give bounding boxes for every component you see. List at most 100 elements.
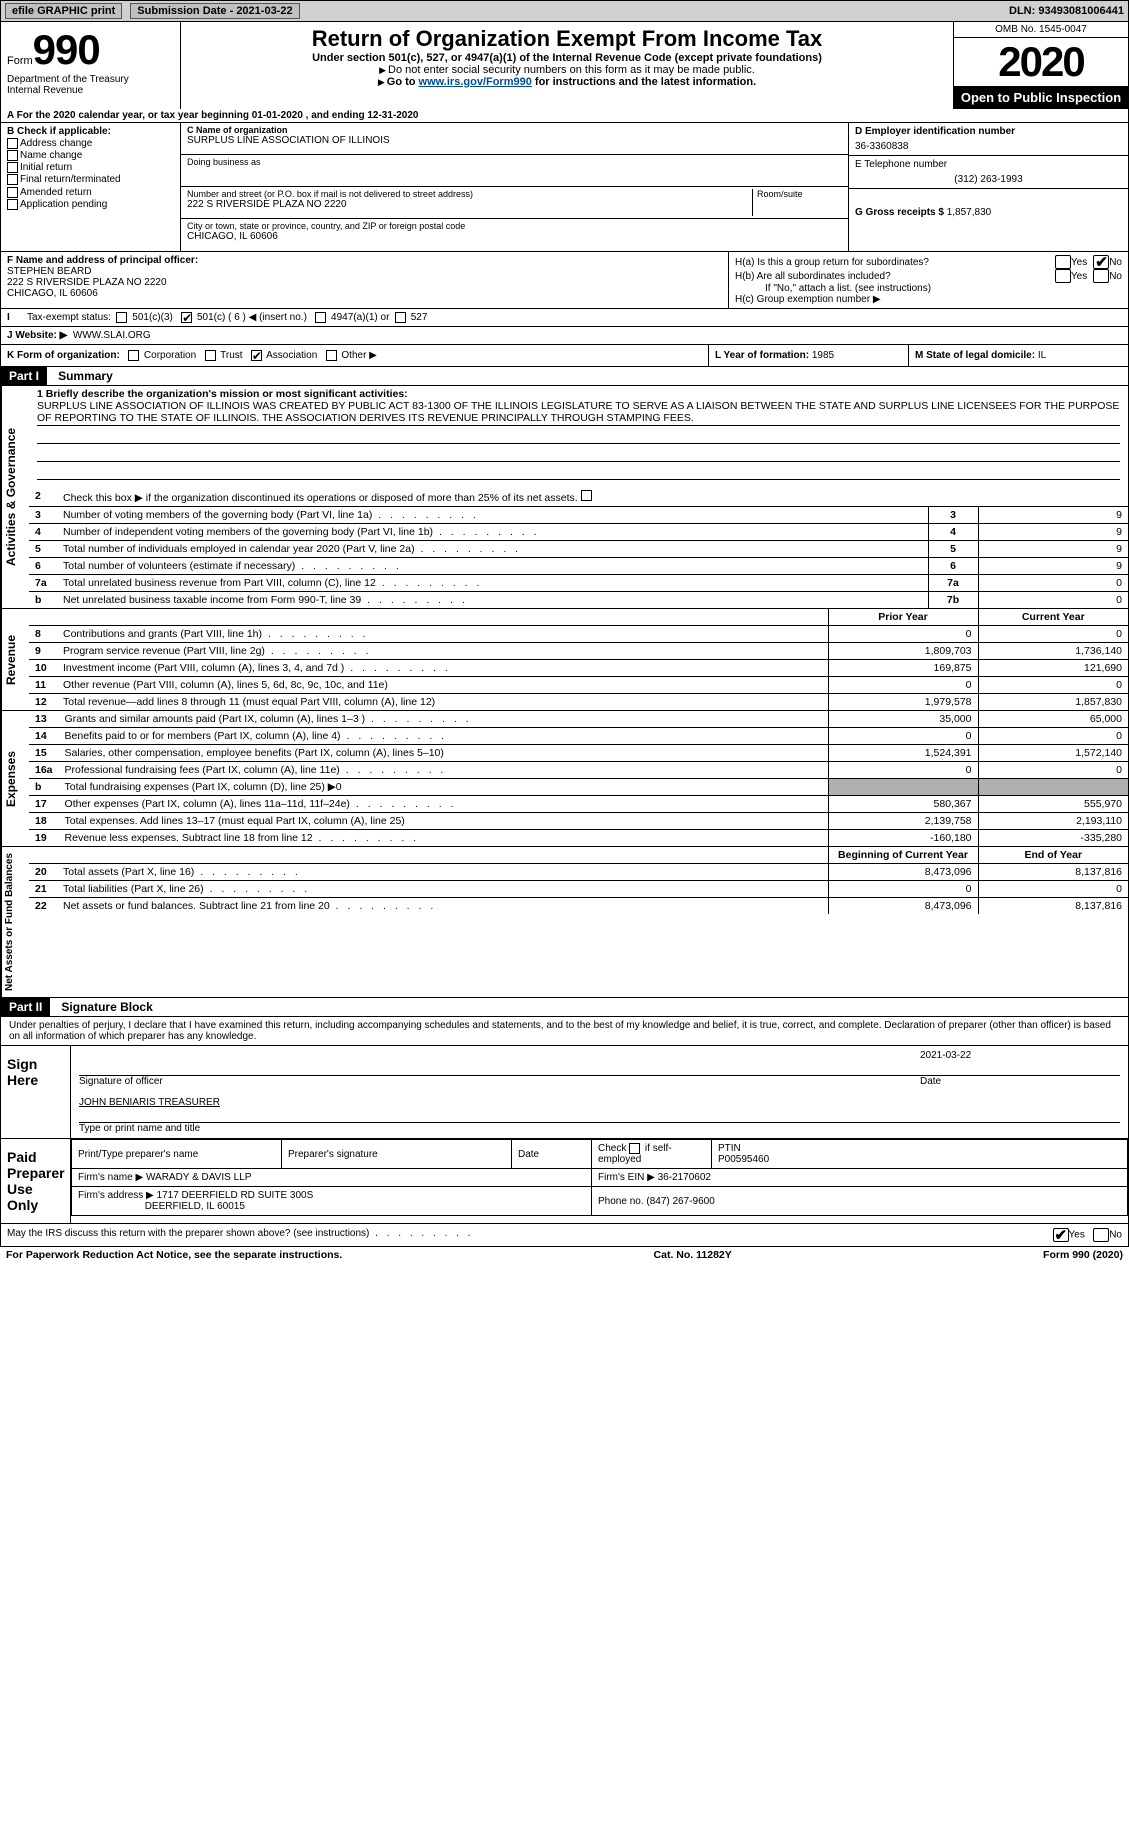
- section-revenue: Revenue Prior YearCurrent Year 8Contribu…: [0, 609, 1129, 711]
- sig-date: 2021-03-22: [920, 1050, 1120, 1061]
- c21: 0: [978, 881, 1128, 898]
- tax-year: 2020: [954, 38, 1128, 86]
- ptin-label: PTIN: [718, 1143, 741, 1154]
- lbl-name-change: Name change: [20, 150, 82, 161]
- hb-no-cb[interactable]: [1093, 269, 1109, 283]
- prep-sig-hdr: Preparer's signature: [282, 1140, 512, 1169]
- line19: Revenue less expenses. Subtract line 18 …: [65, 832, 420, 844]
- cb-initial-return[interactable]: [7, 162, 18, 173]
- open-inspection: Open to Public Inspection: [954, 86, 1128, 109]
- dln-label: DLN: 93493081006441: [1009, 5, 1124, 17]
- cb-name-change[interactable]: [7, 150, 18, 161]
- p21: 0: [828, 881, 978, 898]
- cb-self-employed[interactable]: [629, 1143, 640, 1154]
- hdr-begin: Beginning of Current Year: [828, 847, 978, 864]
- line9: Program service revenue (Part VIII, line…: [63, 645, 371, 657]
- cat-no: Cat. No. 11282Y: [654, 1249, 732, 1261]
- lbl-initial-return: Initial return: [20, 162, 72, 173]
- val4: 9: [978, 524, 1128, 541]
- c16a: 0: [978, 762, 1128, 779]
- prep-date-hdr: Date: [512, 1140, 592, 1169]
- lbl-assoc: Association: [266, 350, 317, 361]
- submission-date-button[interactable]: Submission Date - 2021-03-22: [130, 3, 299, 19]
- line22: Net assets or fund balances. Subtract li…: [63, 900, 436, 912]
- line17: Other expenses (Part IX, column (A), lin…: [65, 798, 457, 810]
- sig-date-label: Date: [920, 1076, 1120, 1087]
- lbl-final-return: Final return/terminated: [20, 175, 121, 186]
- hb-no: No: [1109, 271, 1122, 282]
- c9: 1,736,140: [978, 643, 1128, 660]
- val7b: 0: [978, 592, 1128, 609]
- p10: 169,875: [828, 660, 978, 677]
- discuss-no: No: [1109, 1230, 1122, 1241]
- hdr-prior: Prior Year: [828, 609, 978, 626]
- cb-amended[interactable]: [7, 187, 18, 198]
- i-label: Tax-exempt status:: [27, 312, 111, 323]
- c-name-label: C Name of organization: [187, 125, 288, 135]
- c20: 8,137,816: [978, 864, 1128, 881]
- identity-grid: B Check if applicable: Address change Na…: [0, 123, 1129, 252]
- lbl-4947: 4947(a)(1) or: [331, 312, 389, 323]
- discuss-yes-cb[interactable]: [1053, 1228, 1069, 1242]
- j-label: J Website: ▶: [7, 330, 67, 341]
- cb-pending[interactable]: [7, 199, 18, 210]
- cb-assoc[interactable]: [251, 350, 262, 361]
- row-f-h: F Name and address of principal officer:…: [0, 252, 1129, 309]
- sig-intro: Under penalties of perjury, I declare th…: [1, 1017, 1128, 1045]
- p20: 8,473,096: [828, 864, 978, 881]
- c13: 65,000: [978, 711, 1128, 728]
- ein-value: 36-3360838: [855, 137, 1122, 152]
- firm-addr2: DEERFIELD, IL 60015: [145, 1201, 245, 1212]
- prep-name-hdr: Print/Type preparer's name: [72, 1140, 282, 1169]
- m-label: M State of legal domicile:: [915, 350, 1038, 361]
- cb-527[interactable]: [395, 312, 406, 323]
- discuss-no-cb[interactable]: [1093, 1228, 1109, 1242]
- row-a-text: For the 2020 calendar year, or tax year …: [17, 110, 419, 121]
- k-label: K Form of organization:: [7, 350, 120, 361]
- ha-yes-cb[interactable]: [1055, 255, 1071, 269]
- irs-link[interactable]: www.irs.gov/Form990: [419, 76, 532, 88]
- p16a: 0: [828, 762, 978, 779]
- line2: Check this box ▶ if the organization dis…: [63, 492, 578, 504]
- cb-corp[interactable]: [128, 350, 139, 361]
- c10: 121,690: [978, 660, 1128, 677]
- line21: Total liabilities (Part X, line 26): [63, 883, 310, 895]
- paid-preparer: Paid Preparer Use Only Print/Type prepar…: [0, 1139, 1129, 1224]
- part1-num: Part I: [1, 367, 47, 385]
- form-header: Form990 Department of the Treasury Inter…: [0, 22, 1129, 109]
- mission-label: 1 Briefly describe the organization's mi…: [37, 388, 408, 400]
- form-label: Form: [7, 55, 33, 67]
- top-bar: efile GRAPHIC print Submission Date - 20…: [0, 0, 1129, 22]
- section-governance: Activities & Governance 1 Briefly descri…: [0, 386, 1129, 609]
- sig-officer-label: Signature of officer: [79, 1076, 880, 1087]
- prep-check: Check: [598, 1143, 626, 1154]
- val6: 9: [978, 558, 1128, 575]
- firm-phone-label: Phone no.: [598, 1196, 646, 1207]
- ha-no-cb[interactable]: [1093, 255, 1109, 269]
- cb-4947[interactable]: [315, 312, 326, 323]
- cb-501c3[interactable]: [116, 312, 127, 323]
- cb-trust[interactable]: [205, 350, 216, 361]
- hb-yes-cb[interactable]: [1055, 269, 1071, 283]
- firm-ein: 36-2170602: [658, 1172, 711, 1183]
- c14: 0: [978, 728, 1128, 745]
- line15: Salaries, other compensation, employee b…: [65, 747, 444, 759]
- cb-other[interactable]: [326, 350, 337, 361]
- cb-501c[interactable]: [181, 312, 192, 323]
- prep-side-label: Paid Preparer Use Only: [1, 1139, 71, 1223]
- omb-number: OMB No. 1545-0047: [954, 22, 1128, 38]
- p22: 8,473,096: [828, 898, 978, 915]
- cb-final-return[interactable]: [7, 174, 18, 185]
- p13: 35,000: [828, 711, 978, 728]
- line10: Investment income (Part VIII, column (A)…: [63, 662, 451, 674]
- hb-note: If "No," attach a list. (see instruction…: [735, 283, 1122, 294]
- efile-print-button[interactable]: efile GRAPHIC print: [5, 3, 122, 19]
- cb-discontinued[interactable]: [581, 490, 592, 501]
- c17: 555,970: [978, 796, 1128, 813]
- cb-address-change[interactable]: [7, 138, 18, 149]
- p12: 1,979,578: [828, 694, 978, 711]
- signature-block: Under penalties of perjury, I declare th…: [0, 1017, 1129, 1139]
- firm-phone: (847) 267-9600: [646, 1196, 714, 1207]
- val7a: 0: [978, 575, 1128, 592]
- row-i: I Tax-exempt status: 501(c)(3) 501(c) ( …: [0, 309, 1129, 327]
